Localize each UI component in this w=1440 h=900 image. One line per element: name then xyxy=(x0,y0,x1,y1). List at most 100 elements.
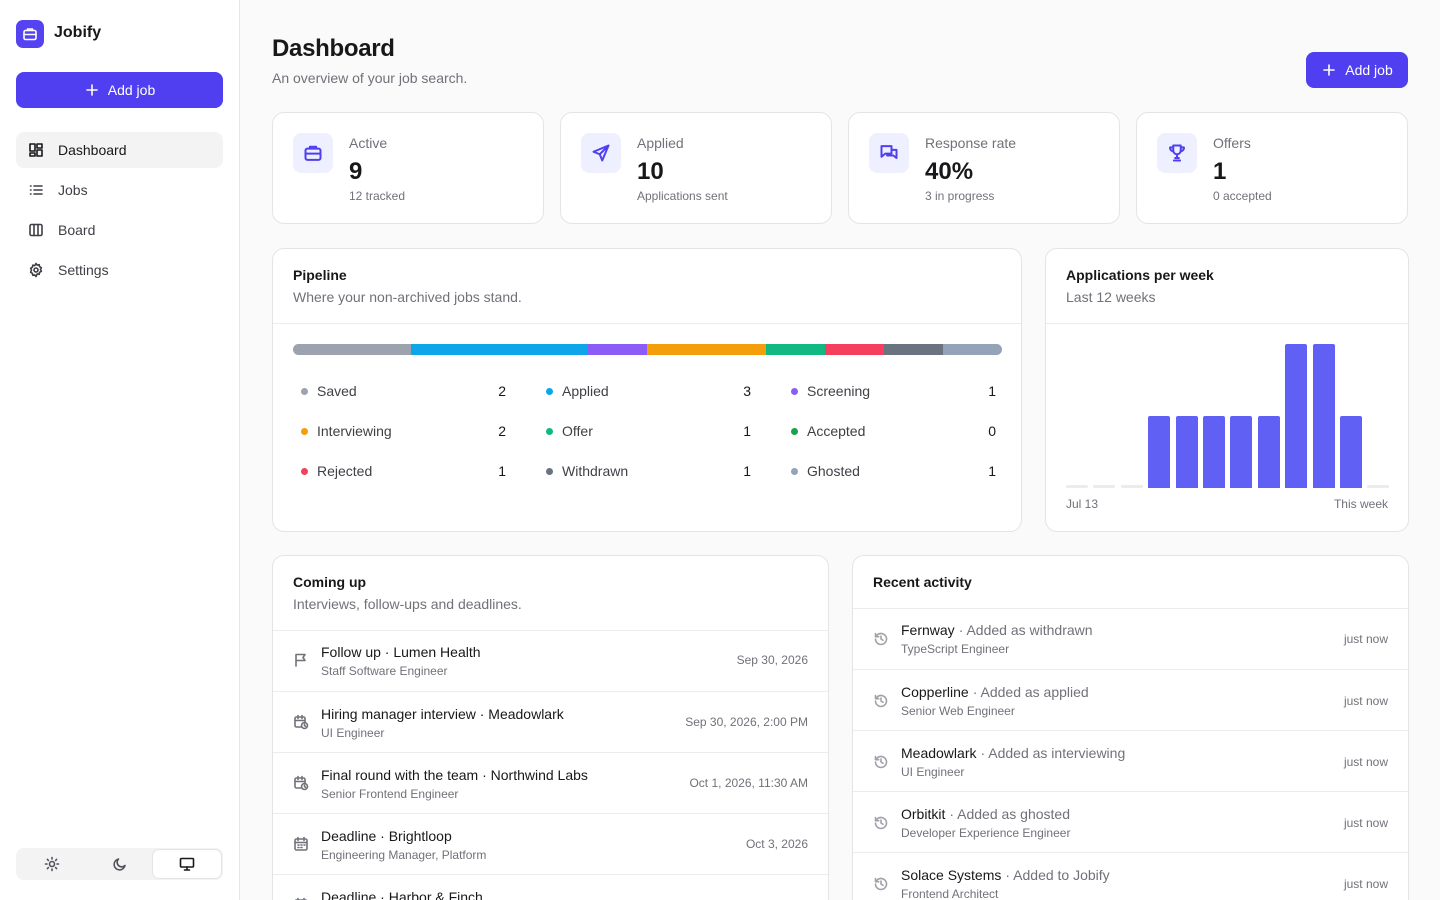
icon xyxy=(28,222,44,238)
stat-note: 0 accepted xyxy=(1213,189,1272,203)
icon-svg xyxy=(304,145,322,161)
theme-toggle xyxy=(16,848,223,880)
legend-dot xyxy=(301,467,308,475)
icon-svg xyxy=(29,185,43,195)
upcoming-title: Deadline · Harbor & Finch xyxy=(321,889,483,900)
activity-action: · Added as ghosted xyxy=(949,806,1070,822)
pipeline-legend-item: Screening 1 xyxy=(791,383,996,399)
activity-company: Copperline xyxy=(901,684,969,700)
theme-option[interactable] xyxy=(86,850,154,878)
activity-company: Fernway xyxy=(901,622,955,638)
week-bar xyxy=(1203,416,1225,488)
nav-item[interactable]: Board xyxy=(16,212,223,248)
pipeline-segment xyxy=(942,344,1002,355)
theme-option[interactable] xyxy=(153,850,222,878)
icon-svg xyxy=(23,28,37,41)
icon xyxy=(28,182,44,198)
pipeline-legend-item: Saved 2 xyxy=(301,383,506,399)
icon-svg xyxy=(1323,64,1336,76)
week-bar xyxy=(1230,416,1253,488)
stat-note: Applications sent xyxy=(637,189,728,203)
activity-action: · Added to Jobify xyxy=(1005,867,1110,883)
icon xyxy=(179,856,195,872)
pipeline-legend-item: Offer 1 xyxy=(546,423,751,439)
button-label: Add job xyxy=(107,82,156,98)
icon xyxy=(22,26,38,42)
pipeline-legend-item: Applied 3 xyxy=(546,383,751,399)
activity-row: Meadowlark · Added as interviewing UI Engi… xyxy=(853,730,1408,791)
divider xyxy=(273,323,1021,324)
activity-time: just now xyxy=(1343,694,1388,708)
upcoming-subtitle: Staff Software Engineer xyxy=(321,664,448,678)
icon xyxy=(873,876,889,892)
card-title: Recent activity xyxy=(873,574,972,590)
legend-name: Screening xyxy=(807,383,871,399)
week-bar xyxy=(1093,485,1116,488)
upcoming-subtitle: Senior Frontend Engineer xyxy=(321,787,459,801)
legend-name: Withdrawn xyxy=(562,463,629,479)
legend-dot xyxy=(546,427,553,435)
icon-svg xyxy=(29,262,43,278)
upcoming-date: Oct 1, 2026, 11:30 AM xyxy=(689,776,808,790)
pipeline-segment xyxy=(824,344,884,355)
card-title: Pipeline xyxy=(293,267,347,283)
theme-option[interactable] xyxy=(18,850,86,878)
stat-value: 1 xyxy=(1213,158,1227,185)
activity-action: · Added as applied xyxy=(972,684,1089,700)
stat-icon xyxy=(1157,133,1197,173)
legend-dot xyxy=(301,427,308,435)
week-bar xyxy=(1367,485,1390,488)
activity-time: just now xyxy=(1343,877,1388,891)
upcoming-row[interactable]: Deadline · Brightloop Engineering Manager… xyxy=(273,813,828,874)
upcoming-row[interactable]: Deadline · Harbor & Finch Oct 8, 2026 xyxy=(273,874,828,900)
pipeline-segment xyxy=(411,344,589,355)
icon xyxy=(873,815,889,831)
upcoming-row[interactable]: Follow up · Lumen Health Staff Software E… xyxy=(273,630,828,691)
week-bar xyxy=(1148,416,1171,488)
legend-name: Rejected xyxy=(317,463,373,479)
pipeline-legend-item: Ghosted 1 xyxy=(791,463,996,479)
week-bar xyxy=(1312,344,1335,488)
nav-label: Settings xyxy=(58,262,109,278)
nav-item[interactable]: Dashboard xyxy=(16,132,223,168)
stat-card: Active 9 12 tracked xyxy=(272,112,544,224)
icon xyxy=(1167,143,1187,163)
icon-svg xyxy=(874,755,888,769)
nav-item[interactable]: Settings xyxy=(16,252,223,288)
upcoming-card: Coming up Interviews, follow-ups and dead… xyxy=(272,555,829,900)
activity-action: · Added as withdrawn xyxy=(958,622,1093,638)
icon-svg xyxy=(85,84,98,96)
activity-line: Solace Systems · Added to Jobify xyxy=(901,867,1110,883)
activity-row: Solace Systems · Added to Jobify Frontend … xyxy=(853,852,1408,900)
stat-card: Applied 10 Applications sent xyxy=(560,112,832,224)
legend-count: 0 xyxy=(988,423,996,439)
legend-count: 2 xyxy=(498,383,506,399)
activity-row: Copperline · Added as applied Senior Web E… xyxy=(853,669,1408,730)
icon-svg xyxy=(874,632,888,646)
icon-svg xyxy=(29,143,43,157)
nav-item[interactable]: Jobs xyxy=(16,172,223,208)
pipeline-segment xyxy=(293,344,412,355)
app-name: Jobify xyxy=(54,24,102,41)
card-subtitle: Interviews, follow-ups and deadlines. xyxy=(293,596,522,612)
nav-label: Dashboard xyxy=(58,142,127,158)
divider xyxy=(1046,323,1408,324)
upcoming-row[interactable]: Final round with the team · Northwind La… xyxy=(273,752,828,813)
stat-label: Applied xyxy=(637,135,684,151)
add-job-button[interactable]: Add job xyxy=(1306,52,1408,88)
legend-count: 1 xyxy=(988,463,996,479)
legend-name: Saved xyxy=(317,383,357,399)
divider xyxy=(853,608,1408,609)
icon xyxy=(879,143,899,163)
main: Dashboard An overview of your job search.… xyxy=(240,0,1440,900)
x-end-label: This week xyxy=(1333,497,1388,511)
icon xyxy=(28,142,44,158)
upcoming-date: Oct 8, 2026 xyxy=(746,898,808,900)
legend-count: 1 xyxy=(743,423,751,439)
icon xyxy=(293,775,309,791)
add-job-button[interactable]: Add job xyxy=(16,72,223,108)
nav-label: Jobs xyxy=(58,182,88,198)
upcoming-row[interactable]: Hiring manager interview · Meadowlark UI … xyxy=(273,691,828,752)
icon-svg xyxy=(29,223,43,237)
